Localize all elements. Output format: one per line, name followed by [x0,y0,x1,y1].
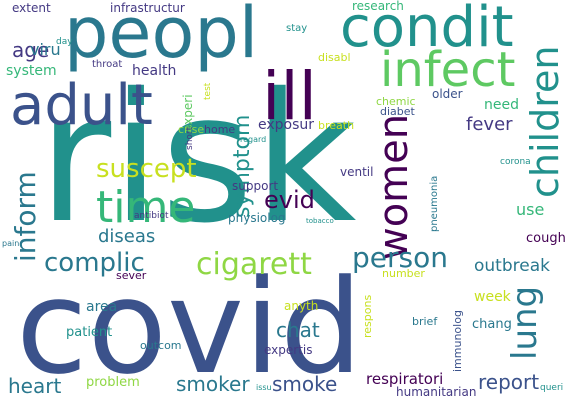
word: system [6,63,57,79]
word: women [371,113,417,260]
word: infrastructur [110,1,185,15]
word: need [484,97,519,113]
word: cough [526,231,566,246]
word: regard [240,135,267,144]
word: diabet [380,105,415,118]
word: problem [86,375,140,390]
word: infect [380,42,516,98]
word: fever [466,114,513,135]
word: area [86,299,118,315]
word: ill [262,58,318,135]
word: chemic [376,95,416,108]
word: ventil [340,165,374,179]
word: adult [10,73,153,138]
word: issu [256,383,272,392]
word: risk [38,55,357,262]
word: week [474,289,511,305]
word: condit [340,0,514,60]
word: corona [500,157,531,167]
word: breath [318,119,355,132]
word: patient [66,325,113,340]
word: support [232,179,279,193]
word: time [96,182,196,233]
word: immunolog [451,310,464,372]
word: crise [178,123,205,136]
word: age [12,38,50,62]
word: antibiot [134,211,169,221]
word: smoker [176,372,250,396]
word: older [432,87,463,101]
word: expertis [264,343,313,357]
word: peopl [64,0,259,74]
word: inform [9,171,42,262]
word: lung [505,285,545,360]
word: chang [472,317,512,332]
word: short [185,126,195,150]
word: number [382,267,425,280]
word: extent [12,1,51,15]
word: suscept [96,154,197,184]
word: report [478,370,540,394]
word: tobacco [306,217,334,225]
word: throat [92,59,123,70]
word: complic [44,248,145,278]
word: evid [264,186,315,214]
word: health [132,63,177,79]
word: anyth [284,299,319,313]
word: respons [361,294,374,338]
word: smoke [272,372,338,396]
word: covid [16,251,363,403]
word: disabl [318,51,351,64]
word: physiolog [228,211,286,225]
word: test [203,82,213,100]
word: day [56,37,73,47]
word: exposur [258,117,315,133]
word: pain [2,239,20,248]
word: outcom [140,339,182,352]
word: queri [540,383,564,393]
word: home [204,123,236,136]
word: pneumonia [429,175,440,232]
word: cigarett [196,247,312,282]
word: sever [116,269,147,282]
word: symptom [230,114,255,218]
word: respiratori [366,370,444,388]
word: viru [30,40,61,59]
word: diseas [98,226,156,247]
word: humanitarian [396,385,477,399]
word: children [523,45,567,198]
word: research [352,0,404,13]
word: stay [286,23,308,34]
word: chat [276,318,320,342]
word: brief [412,315,438,328]
word: person [352,241,448,274]
word: use [516,200,545,219]
word: outbreak [474,256,550,276]
word: heart [8,374,62,398]
